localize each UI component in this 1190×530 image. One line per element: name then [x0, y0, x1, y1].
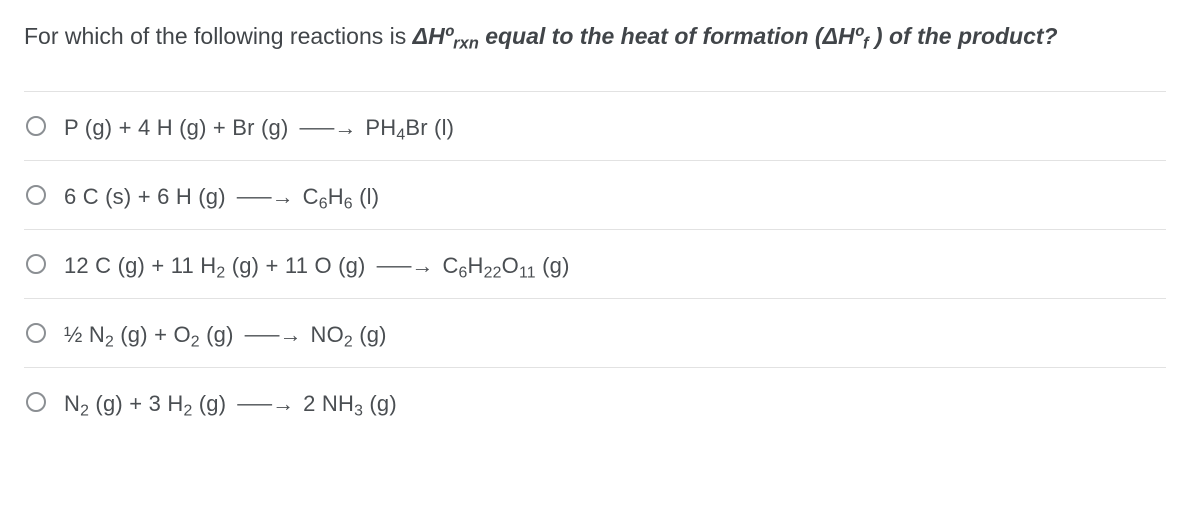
radio-icon[interactable]	[26, 254, 46, 274]
question-mid: equal to the heat of formation (	[485, 23, 822, 49]
options-list: P (g) + 4 H (g) + Br (g)⸺→PH4Br (l) 6 C (…	[24, 91, 1166, 436]
term-dhf: ΔHºf	[823, 23, 869, 49]
arrow-icon: ⸺→	[298, 110, 355, 142]
option-formula: P (g) + 4 H (g) + Br (g)⸺→PH4Br (l)	[64, 110, 454, 142]
option-row[interactable]: P (g) + 4 H (g) + Br (g)⸺→PH4Br (l)	[24, 91, 1166, 160]
arrow-icon: ⸺→	[376, 248, 433, 280]
option-formula: 12 C (g) + 11 H2 (g) + 11 O (g)⸺→C6H22O1…	[64, 248, 570, 280]
question-prefix: For which of the following reactions is	[24, 23, 413, 49]
arrow-icon: ⸺→	[236, 386, 293, 418]
radio-icon[interactable]	[26, 392, 46, 412]
option-formula: 6 C (s) + 6 H (g)⸺→C6H6 (l)	[64, 179, 379, 211]
radio-icon[interactable]	[26, 323, 46, 343]
option-row[interactable]: 12 C (g) + 11 H2 (g) + 11 O (g)⸺→C6H22O1…	[24, 229, 1166, 298]
question-suffix: ) of the product?	[869, 23, 1058, 49]
radio-icon[interactable]	[26, 185, 46, 205]
term-dhrxn: ΔHºrxn	[413, 23, 479, 49]
arrow-icon: ⸺→	[244, 317, 301, 349]
option-row[interactable]: ½ N2 (g) + O2 (g)⸺→NO2 (g)	[24, 298, 1166, 367]
question-text: For which of the following reactions is …	[24, 18, 1166, 55]
arrow-icon: ⸺→	[236, 179, 293, 211]
radio-icon[interactable]	[26, 116, 46, 136]
option-row[interactable]: N2 (g) + 3 H2 (g)⸺→2 NH3 (g)	[24, 367, 1166, 436]
option-row[interactable]: 6 C (s) + 6 H (g)⸺→C6H6 (l)	[24, 160, 1166, 229]
option-formula: ½ N2 (g) + O2 (g)⸺→NO2 (g)	[64, 317, 387, 349]
option-formula: N2 (g) + 3 H2 (g)⸺→2 NH3 (g)	[64, 386, 397, 418]
